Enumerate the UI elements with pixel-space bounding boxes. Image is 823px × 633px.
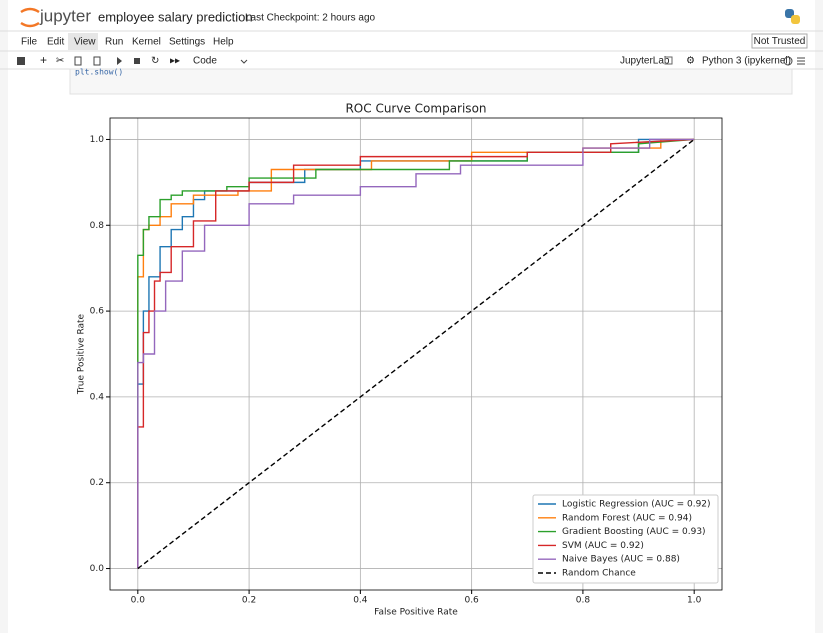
legend-label: SVM (AUC = 0.92) <box>562 541 644 551</box>
x-tick-label: 0.8 <box>576 596 591 606</box>
dropdown-caret[interactable] <box>240 59 248 64</box>
roc-line <box>137 138 695 569</box>
code-text: plt.show() <box>75 68 123 77</box>
x-tick-label: 0.0 <box>131 596 146 606</box>
code-cell[interactable] <box>69 68 793 95</box>
legend <box>532 494 719 584</box>
legend-label: Random Forest (AUC = 0.94) <box>562 513 692 523</box>
y-tick-label: 0.4 <box>90 392 105 402</box>
jupyterlab-link[interactable]: JupyterLab <box>620 56 670 67</box>
menu-icon[interactable] <box>797 57 805 65</box>
menu-item[interactable]: Kernel <box>132 37 161 48</box>
kernel-status <box>783 56 793 66</box>
x-tick-label: 1.0 <box>687 596 702 606</box>
menu-item[interactable]: Settings <box>169 37 205 48</box>
menu-item[interactable]: Run <box>105 37 123 48</box>
roc-line <box>137 138 695 570</box>
svg-text:✂: ✂ <box>56 56 64 67</box>
notebook-title[interactable]: employee salary prediction <box>98 9 253 24</box>
jupyter-logo[interactable] <box>20 7 40 28</box>
legend-label: Gradient Boosting (AUC = 0.93) <box>562 527 706 537</box>
x-axis-label: False Positive Rate <box>374 608 458 618</box>
svg-text:+: + <box>40 53 47 67</box>
menu-item[interactable]: View <box>74 37 96 48</box>
y-tick-label: 1.0 <box>90 135 105 145</box>
trust-button[interactable] <box>751 33 808 49</box>
chart-title: ROC Curve Comparison <box>345 102 486 116</box>
y-tick-label: 0.2 <box>90 478 104 488</box>
external-icon <box>664 56 673 65</box>
toolbar-icons[interactable]: + ✂ ↻ ▸▸ <box>17 53 180 67</box>
settings-icon[interactable]: ⚙ <box>686 56 695 67</box>
y-tick-label: 0.8 <box>90 221 105 231</box>
checkpoint: Last Checkpoint: 2 hours ago <box>245 13 376 24</box>
svg-text:↻: ↻ <box>151 56 159 67</box>
cell-type[interactable]: Code <box>193 56 217 67</box>
legend-label: Naive Bayes (AUC = 0.88) <box>562 555 680 565</box>
y-tick-label: 0.0 <box>90 564 105 574</box>
menu-item[interactable]: File <box>21 37 38 48</box>
x-tick-label: 0.2 <box>242 596 256 606</box>
menu-item[interactable]: Edit <box>47 37 64 48</box>
legend-label: Logistic Regression (AUC = 0.92) <box>562 500 711 510</box>
y-axis-label: True Positive Rate <box>77 313 87 395</box>
python-logo <box>785 9 800 24</box>
y-tick-label: 0.6 <box>90 307 105 317</box>
kernel-name[interactable]: Python 3 (ipykernel) <box>702 56 791 67</box>
menu-item[interactable]: Help <box>213 37 234 48</box>
legend-label: Random Chance <box>562 569 636 579</box>
menu-highlight <box>68 33 98 50</box>
axes-frame <box>109 117 723 591</box>
trust-text[interactable]: Not Trusted <box>754 36 806 47</box>
svg-text:▸▸: ▸▸ <box>170 56 180 67</box>
roc-line <box>137 138 695 569</box>
x-tick-label: 0.6 <box>464 596 479 606</box>
x-tick-label: 0.4 <box>353 596 368 606</box>
logo-text[interactable]: jupyter <box>39 6 91 25</box>
chart: ROC Curve Comparison False Positive Rate… <box>77 102 723 618</box>
